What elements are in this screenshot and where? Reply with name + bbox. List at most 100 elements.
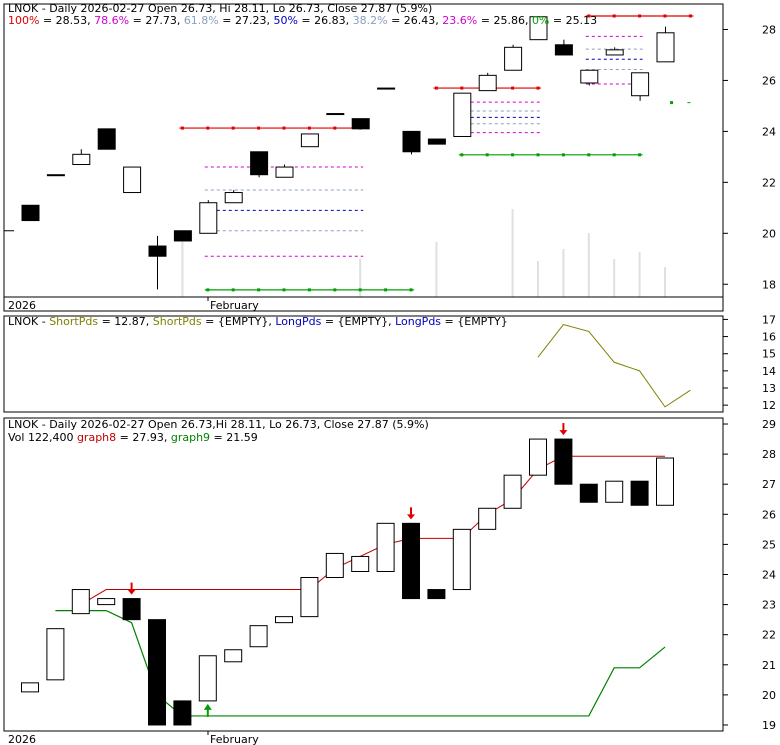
fib-legend-value: 25.13 bbox=[566, 14, 598, 27]
candle-body bbox=[402, 130, 421, 153]
y-tick-label: 13 bbox=[762, 382, 776, 395]
fib-level-marker bbox=[536, 153, 540, 157]
candle-body bbox=[605, 49, 624, 56]
indicator-legend-part: LNOK - bbox=[8, 315, 49, 328]
bars-legend-part: Vol 122,400 bbox=[8, 431, 77, 444]
bar-body bbox=[46, 628, 65, 681]
bar-body bbox=[402, 522, 420, 600]
fib-level-marker bbox=[384, 288, 388, 292]
fib-level-marker bbox=[333, 126, 337, 130]
bar-body bbox=[275, 616, 293, 624]
indicator-legend-part: = {EMPTY} bbox=[441, 315, 508, 328]
fib-legend-equals: = bbox=[298, 14, 314, 27]
fib-level-marker bbox=[206, 126, 210, 130]
candle-body bbox=[504, 46, 523, 71]
fib-legend-label: 23.6% bbox=[442, 14, 477, 27]
fib-level-marker bbox=[561, 153, 565, 157]
fib-level-marker bbox=[460, 86, 464, 90]
fib-0-marker bbox=[670, 101, 674, 105]
bars-panel-frame bbox=[3, 417, 724, 732]
fib-legend-value: 25.86, bbox=[493, 14, 531, 27]
shortpds-line bbox=[537, 324, 691, 408]
price-panel-title: LNOK - Daily 2026-02-27 Open 26.73, Hi 2… bbox=[8, 2, 432, 15]
y-tick-label: 26 bbox=[762, 508, 776, 521]
y-tick-label: 26 bbox=[762, 74, 776, 87]
indicator-legend-part: = {EMPTY}, bbox=[202, 315, 276, 328]
bar-body bbox=[198, 655, 217, 702]
fib-legend-value: 27.23, bbox=[235, 14, 273, 27]
fib-level-marker bbox=[460, 153, 464, 157]
fib-level-marker bbox=[409, 288, 413, 292]
y-tick-label: 20 bbox=[762, 689, 776, 702]
y-tick-label: 21 bbox=[762, 659, 776, 672]
fib-level-marker bbox=[612, 153, 616, 157]
indicator-legend-part: LongPds bbox=[395, 315, 441, 328]
fib-level-marker bbox=[257, 288, 261, 292]
fib-level-marker bbox=[511, 86, 515, 90]
candle-body bbox=[173, 230, 192, 242]
fib-level-marker bbox=[257, 126, 261, 130]
candle-body bbox=[351, 118, 370, 130]
bar-body bbox=[630, 480, 649, 506]
bars-panel-y-axis: 19 20 21 22 23 24 25 26 27 28 29 bbox=[723, 418, 776, 732]
bar-body bbox=[376, 522, 395, 572]
bar-body bbox=[21, 682, 39, 693]
candle-body bbox=[199, 202, 218, 234]
bar-body bbox=[122, 598, 141, 621]
candle-body bbox=[326, 113, 345, 116]
bar-body bbox=[554, 438, 573, 485]
y-tick-label: 12 bbox=[762, 399, 776, 412]
fib-level-marker bbox=[307, 288, 311, 292]
bar-body bbox=[224, 649, 243, 663]
sell-arrow-head bbox=[127, 589, 136, 595]
candle-body bbox=[478, 74, 497, 92]
bar-body bbox=[503, 474, 522, 509]
x-label-month-bottom: February bbox=[210, 733, 259, 745]
bars-legend-part: = 27.93, bbox=[116, 431, 171, 444]
candle-body bbox=[21, 204, 40, 222]
candle-body bbox=[224, 192, 243, 204]
candle-body bbox=[631, 72, 650, 97]
fib-legend-equals: = bbox=[219, 14, 235, 27]
y-tick-label: 20 bbox=[762, 227, 776, 240]
fib-legend-equals: = bbox=[388, 14, 404, 27]
fib-legend-label: 100% bbox=[8, 14, 39, 27]
fib-level-marker bbox=[307, 126, 311, 130]
indicator-panel-frame bbox=[3, 315, 724, 413]
bar-body bbox=[605, 480, 624, 503]
candle-body bbox=[46, 174, 65, 177]
fib-level-marker bbox=[333, 288, 337, 292]
bar-body bbox=[529, 438, 547, 476]
candle-body bbox=[554, 44, 573, 56]
indicator-legend-part: ShortPds bbox=[49, 315, 98, 328]
fib-legend-value: 28.53, bbox=[56, 14, 94, 27]
bars-panel-candles bbox=[21, 438, 674, 726]
indicator-legend: LNOK - ShortPds = 12.87, ShortPds = {EMP… bbox=[8, 315, 508, 328]
fib-legend: 100% = 28.53, 78.6% = 27.73, 61.8% = 27.… bbox=[8, 14, 597, 27]
bars-panel-header: LNOK - Daily 2026-02-27 Open 26.73,Hi 28… bbox=[8, 418, 429, 444]
indicator-legend-part: = 12.87, bbox=[98, 315, 153, 328]
bar-body bbox=[71, 589, 90, 615]
fib-legend-value: 27.73, bbox=[145, 14, 183, 27]
indicator-panel-y-axis: 12 13 14 15 16 17 bbox=[723, 313, 776, 412]
fib-legend-label: 38.2% bbox=[353, 14, 388, 27]
candle-body bbox=[123, 166, 142, 194]
fib-legend-value: 26.83, bbox=[314, 14, 352, 27]
indicator-legend-part: = {EMPTY}, bbox=[321, 315, 395, 328]
y-tick-label: 24 bbox=[762, 569, 776, 582]
fib-level-marker bbox=[231, 126, 235, 130]
fib-level-marker bbox=[587, 153, 591, 157]
bar-body bbox=[452, 528, 471, 591]
bars-legend-part: = 21.59 bbox=[210, 431, 258, 444]
fib-legend-value: 26.43, bbox=[404, 14, 442, 27]
fib-level-marker bbox=[282, 288, 286, 292]
fib-level-marker bbox=[511, 153, 515, 157]
bars-legend-part: graph9 bbox=[171, 431, 210, 444]
candle-body bbox=[97, 128, 116, 150]
candle-body bbox=[148, 245, 167, 257]
y-tick-label: 17 bbox=[762, 313, 776, 326]
candle-body bbox=[656, 32, 675, 63]
bar-body bbox=[173, 700, 192, 726]
fib-level-marker bbox=[638, 14, 642, 18]
